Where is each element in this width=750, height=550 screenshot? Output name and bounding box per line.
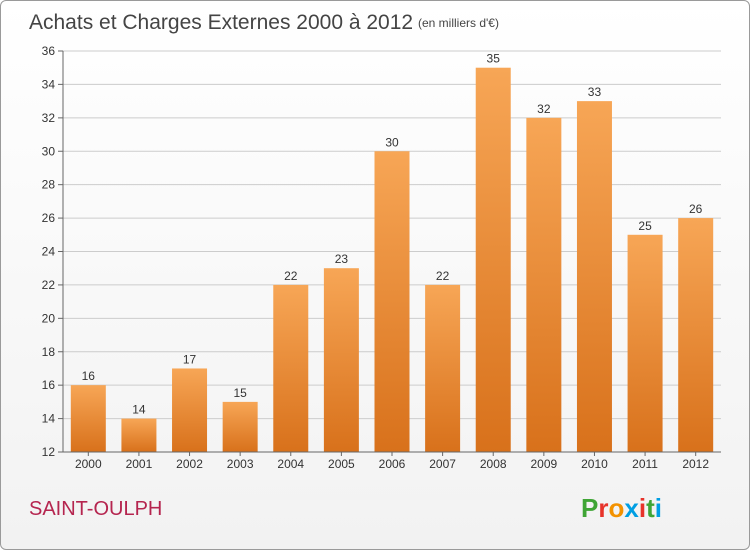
x-tick-label-2006: 2006: [379, 457, 406, 471]
x-tick-label-2008: 2008: [480, 457, 507, 471]
x-tick-label-2005: 2005: [328, 457, 355, 471]
logo-letter: t: [646, 493, 655, 523]
data-label-2012: 26: [689, 202, 703, 216]
bar-2004: [273, 284, 309, 452]
bar-2009: [526, 117, 562, 452]
data-label-2009: 32: [537, 102, 551, 116]
y-tick-label: 30: [42, 144, 56, 158]
place-name: SAINT-OULPH: [29, 498, 162, 520]
data-label-2000: 16: [82, 369, 96, 383]
x-tick-label-2012: 2012: [682, 457, 709, 471]
y-tick-label: 18: [42, 345, 56, 359]
y-axis: 12 14 16 18 20 22 24 26 28 30 32 34 36: [42, 44, 64, 459]
y-tick-label: 28: [42, 178, 56, 192]
y-tick-label: 32: [42, 111, 56, 125]
logo-letter: o: [608, 493, 624, 523]
x-tick-label-2003: 2003: [227, 457, 254, 471]
y-tick-label: 14: [42, 412, 56, 426]
logo-letter: r: [598, 493, 608, 523]
bar-2001: [121, 418, 157, 452]
bar-2006: [374, 151, 410, 452]
y-tick-label: 26: [42, 211, 56, 225]
y-tick-label: 34: [42, 77, 56, 91]
data-label-2004: 22: [284, 269, 298, 283]
data-label-2008: 35: [487, 52, 501, 66]
bar-2005: [323, 268, 359, 452]
y-tick-label: 12: [42, 445, 56, 459]
x-tick-label-2000: 2000: [75, 457, 102, 471]
y-tick-label: 20: [42, 311, 56, 325]
data-label-2002: 17: [183, 352, 197, 366]
data-label-2011: 25: [638, 219, 652, 233]
y-tick-label: 22: [42, 278, 56, 292]
proxiti-logo: Proxiti: [581, 493, 662, 523]
logo-letter: i: [639, 493, 646, 523]
logo-letter: x: [624, 493, 639, 523]
data-label-2005: 23: [335, 252, 349, 266]
x-tick-label-2011: 2011: [632, 457, 658, 471]
chart-subtitle: (en milliers d'€): [418, 16, 499, 30]
bar-2008: [475, 67, 511, 452]
data-label-2010: 33: [588, 85, 602, 99]
x-tick-label-2002: 2002: [176, 457, 203, 471]
y-tick-label: 36: [42, 44, 56, 58]
bar-2007: [425, 284, 461, 452]
x-axis: 2000 2001 2002 2003 2004 2005 2006 2007 2008 2009…: [63, 451, 721, 471]
y-tick-label: 24: [42, 245, 56, 259]
x-tick-label-2004: 2004: [277, 457, 304, 471]
x-tick-label-2001: 2001: [126, 457, 153, 471]
chart-title: Achats et Charges Externes 2000 à 2012: [29, 11, 413, 34]
x-tick-label-2009: 2009: [530, 457, 557, 471]
bar-2003: [222, 401, 258, 452]
y-tick-label: 16: [42, 378, 56, 392]
bars: 16 14 17 15 22 23 30 22 35 32 33 25 26: [70, 52, 714, 452]
bar-2011: [627, 234, 663, 452]
data-label-2006: 30: [385, 135, 399, 149]
x-tick-label-2010: 2010: [581, 457, 608, 471]
data-label-2007: 22: [436, 269, 450, 283]
bar-2002: [172, 368, 208, 452]
bar-2010: [576, 101, 612, 452]
bar-2012: [678, 218, 714, 452]
logo-letter: i: [655, 493, 662, 523]
x-tick-label-2007: 2007: [429, 457, 456, 471]
data-label-2003: 15: [233, 386, 247, 400]
logo-letter: P: [581, 493, 598, 523]
bar-2000: [70, 385, 106, 452]
data-label-2001: 14: [132, 403, 146, 417]
